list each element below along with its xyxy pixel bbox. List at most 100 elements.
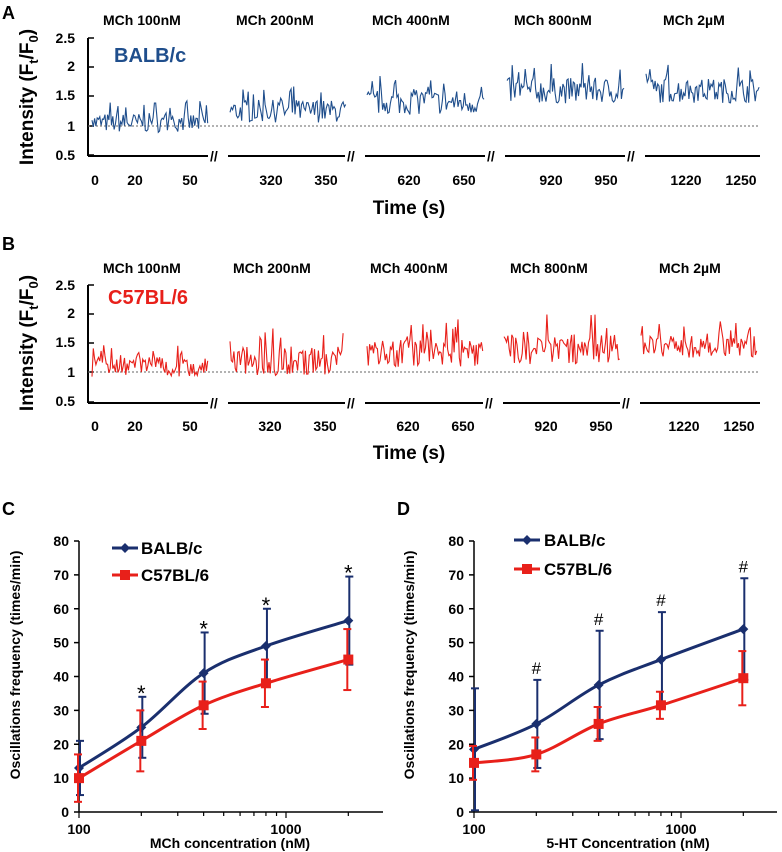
- x-tick-label: 1000: [270, 821, 301, 837]
- legend-label: BALB/c: [141, 539, 202, 558]
- square-marker: [260, 678, 271, 689]
- y-tick-label: 0: [456, 804, 464, 820]
- significance-mark: #: [739, 557, 749, 576]
- y-tick-label: 40: [448, 669, 464, 685]
- diamond-marker: [593, 679, 604, 690]
- axis-break: //: [210, 395, 218, 411]
- axis-break: //: [347, 148, 355, 164]
- y-tick-label: 80: [53, 533, 69, 549]
- trace-line: [640, 321, 758, 358]
- legend-diamond-marker: [522, 535, 532, 545]
- segment-label: MCh 800nM: [514, 12, 592, 28]
- segment-label: MCh 2µM: [659, 260, 721, 276]
- panel-label-c: C: [2, 499, 15, 519]
- x-axis-title: MCh concentration (nM): [150, 835, 310, 851]
- y-tick-label: 10: [53, 770, 69, 786]
- svg-text:Oscillations frequency (times/: Oscillations frequency (times/min): [7, 551, 23, 780]
- segment-label: MCh 800nM: [510, 260, 588, 276]
- square-marker: [593, 718, 604, 729]
- square-marker: [343, 654, 354, 665]
- y-tick-label: 1: [67, 118, 75, 134]
- panel-b: B MCh 100nM MCh 200nM MCh 400nM MCh 800n…: [2, 234, 760, 464]
- x-tick-label: 350: [314, 172, 338, 188]
- panel-d: D Oscillations frequency (times/min) 80 7…: [397, 499, 777, 851]
- square-marker: [469, 757, 479, 768]
- panel-a: A MCh 100nM MCh 200nM MCh 400nM MCh 800n…: [2, 3, 760, 219]
- y-tick-label: 0.5: [56, 147, 76, 163]
- y-axis-title: Intensity (Ft/F0): [17, 29, 41, 165]
- y-tick-label: 1.5: [56, 334, 76, 350]
- significance-mark: *: [199, 616, 208, 641]
- y-tick-label: 80: [448, 533, 464, 549]
- x-tick-label: 350: [313, 418, 337, 434]
- y-tick-label: 50: [53, 635, 69, 651]
- x-tick-label: 100: [67, 821, 91, 837]
- segment-label: MCh 400nM: [372, 12, 450, 28]
- x-tick-label: 0: [91, 418, 99, 434]
- y-tick-label: 2: [67, 58, 75, 74]
- segment-label: MCh 200nM: [233, 260, 311, 276]
- square-marker: [198, 700, 209, 711]
- x-tick-label: 650: [452, 172, 476, 188]
- x-tick-label: 1220: [670, 172, 701, 188]
- trace-line: [91, 345, 209, 378]
- svg-text:Intensity (Ft/F0): Intensity (Ft/F0): [17, 29, 41, 165]
- y-tick-label: 1: [67, 364, 75, 380]
- y-tick-label: 2.5: [56, 30, 76, 46]
- square-marker: [136, 735, 147, 746]
- series-line: [78, 658, 349, 780]
- x-axis-title: Time (s): [373, 198, 446, 219]
- axis-break: //: [210, 148, 218, 164]
- strain-label: C57BL/6: [108, 287, 188, 309]
- significance-mark: *: [262, 593, 271, 618]
- significance-mark: #: [532, 659, 542, 678]
- x-axis-title: 5-HT Concentration (nM): [546, 835, 709, 851]
- axis-break: //: [485, 395, 493, 411]
- ticks-c: 80 70 60 50 40 30 20 10 0: [53, 533, 349, 820]
- significance-mark: #: [594, 610, 604, 629]
- trace-line: [506, 63, 625, 104]
- panel-label-a: A: [2, 3, 15, 23]
- x-tick-label: 320: [259, 172, 283, 188]
- significance-mark: #: [656, 591, 666, 610]
- y-axis-title: Oscillations frequency (times/min): [7, 551, 23, 780]
- x-tick-label: 20: [127, 172, 143, 188]
- y-tick-label: 30: [448, 702, 464, 718]
- y-tick-label: 20: [448, 736, 464, 752]
- y-tick-label: 2.5: [56, 277, 76, 293]
- x-axis-title: Time (s): [373, 443, 446, 464]
- y-tick-label: 50: [448, 635, 464, 651]
- diamond-marker: [343, 615, 354, 626]
- axis-break: //: [347, 395, 355, 411]
- x-tick-label: 1220: [668, 418, 699, 434]
- square-marker: [655, 700, 666, 711]
- x-tick-label: 20: [127, 418, 143, 434]
- x-tick-label: 1000: [665, 821, 696, 837]
- y-tick-label: 0.5: [56, 393, 76, 409]
- segment-label: MCh 200nM: [236, 12, 314, 28]
- square-marker: [531, 749, 542, 760]
- legend-label: BALB/c: [544, 531, 605, 550]
- svg-text:Oscillations frequency (times/: Oscillations frequency (times/min): [401, 551, 417, 780]
- x-tick-label: 620: [396, 418, 420, 434]
- plot-d: # # # #: [469, 557, 749, 812]
- diamond-marker: [655, 654, 666, 665]
- strain-label: BALB/c: [114, 45, 186, 67]
- x-tick-label: 650: [451, 418, 475, 434]
- significance-mark: *: [137, 681, 146, 706]
- x-tick-label: 50: [182, 172, 198, 188]
- diamond-marker: [198, 668, 209, 679]
- panel-label-b: B: [2, 234, 15, 254]
- diamond-marker: [531, 718, 542, 729]
- axis-break: //: [622, 395, 630, 411]
- y-tick-label: 70: [448, 567, 464, 583]
- traces-a: [91, 63, 760, 134]
- legend: BALB/c C57BL/6: [514, 531, 612, 579]
- y-tick-label: 60: [448, 601, 464, 617]
- y-tick-label: 40: [53, 669, 69, 685]
- y-tick-label: 0: [61, 804, 69, 820]
- x-tick-label: 100: [462, 821, 486, 837]
- traces-b: [91, 314, 758, 378]
- segment-label: MCh 100nM: [103, 260, 181, 276]
- y-tick-label: 20: [53, 736, 69, 752]
